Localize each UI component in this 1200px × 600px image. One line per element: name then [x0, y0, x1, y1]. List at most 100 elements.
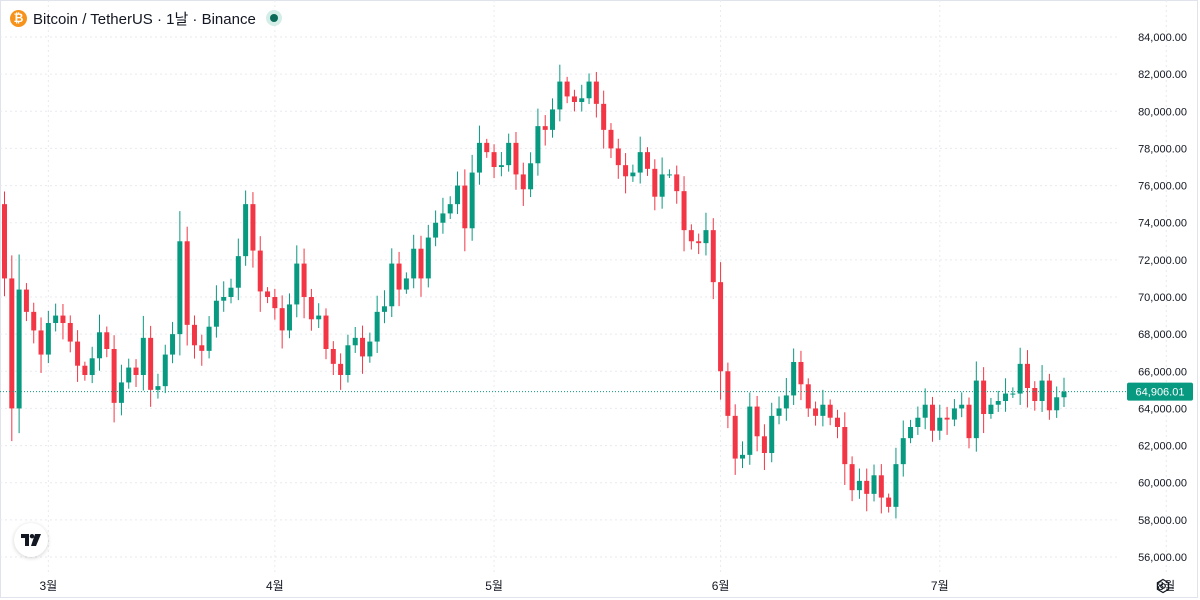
candle [31, 302, 37, 344]
price-tick-label: 62,000.00 [1138, 441, 1187, 453]
candle-body [9, 278, 15, 409]
candle [82, 361, 88, 381]
candle [206, 316, 212, 359]
candle-body [462, 185, 468, 229]
candle [666, 169, 672, 178]
price-axis[interactable]: 84,000.00 82,000.00 80,000.00 78,000.00 76,0… [1127, 32, 1193, 564]
candle [827, 399, 833, 426]
candle-body [45, 323, 51, 355]
candle [294, 245, 300, 318]
time-tick-label: 3월 [39, 579, 57, 593]
candle-body [301, 263, 307, 297]
candle-body [272, 297, 278, 309]
candle-body [571, 96, 577, 102]
candle-body [1054, 397, 1060, 411]
candle-body [111, 349, 117, 403]
candle [915, 406, 921, 435]
candle [286, 293, 292, 339]
candle [973, 361, 979, 452]
candle [601, 90, 607, 149]
candle [761, 424, 767, 471]
candle-body [213, 300, 219, 327]
candle-body [528, 163, 534, 190]
candle [75, 330, 81, 382]
candle-body [798, 362, 804, 385]
candle-body [988, 404, 994, 414]
candle [900, 420, 906, 477]
candle-body [1061, 391, 1067, 398]
candle-body [381, 306, 387, 312]
symbol-title[interactable]: Bitcoin / TetherUS · 1날 · Binance [33, 10, 256, 28]
candle-body [38, 330, 44, 355]
candle-body [813, 408, 819, 416]
candle-body [922, 404, 928, 418]
candle-body [257, 250, 263, 292]
candle [1032, 381, 1038, 411]
candle-body [506, 142, 512, 166]
candle-body [557, 81, 563, 110]
candle [1039, 365, 1045, 412]
candle [352, 326, 358, 353]
candle [433, 210, 439, 247]
candle [272, 288, 278, 320]
time-axis[interactable]: 3월 4월 5월 6월 7월 8월 [39, 579, 1175, 593]
candle-body [542, 126, 548, 130]
candle-body [645, 152, 651, 169]
candle [1024, 350, 1030, 408]
candle [995, 390, 1001, 412]
candle [462, 169, 468, 252]
price-tick-label: 84,000.00 [1138, 32, 1187, 44]
candle-body [951, 408, 957, 420]
candle-body [915, 417, 921, 427]
candle-body [279, 308, 285, 331]
candle [725, 362, 731, 429]
candle [586, 73, 592, 105]
candle-body [856, 480, 862, 491]
market-status-indicator [265, 10, 282, 26]
candle [199, 334, 205, 366]
candle [929, 396, 935, 442]
price-tick-label: 72,000.00 [1138, 255, 1187, 267]
candle [374, 295, 380, 353]
price-tick-label: 70,000.00 [1138, 292, 1187, 304]
last-price-label: 64,906.01 [1136, 387, 1185, 399]
settings-button[interactable] [1153, 576, 1173, 596]
candle [623, 153, 629, 194]
candle [813, 401, 819, 426]
candle-body [286, 304, 292, 331]
candle [535, 108, 541, 176]
candle-body [871, 475, 877, 494]
candle [849, 456, 855, 502]
candle-body [959, 404, 965, 409]
candle [718, 262, 724, 400]
candle-body [170, 334, 176, 355]
price-tick-label: 80,000.00 [1138, 106, 1187, 118]
candle [250, 192, 256, 268]
candle [842, 412, 848, 485]
candle [23, 283, 29, 322]
candle [834, 409, 840, 439]
candle-body [316, 315, 322, 320]
candle-body [637, 152, 643, 173]
price-tick-label: 60,000.00 [1138, 478, 1187, 490]
candle-body [206, 326, 212, 351]
candle [360, 325, 366, 374]
candle-body [754, 406, 760, 437]
candle [593, 71, 599, 118]
candle-body [243, 204, 249, 257]
candle [338, 353, 344, 390]
tradingview-logo-icon[interactable] [14, 523, 48, 557]
time-tick-label: 4월 [266, 579, 284, 593]
candle-body [834, 417, 840, 427]
price-tick-label: 56,000.00 [1138, 552, 1187, 564]
candle-body [53, 315, 59, 323]
candle-body [769, 415, 775, 453]
candle [630, 164, 636, 182]
candle-body [360, 337, 366, 357]
candle [60, 304, 66, 340]
candle [96, 314, 102, 371]
candle-body [133, 367, 139, 375]
candle-body [944, 417, 950, 420]
candle [798, 350, 804, 401]
